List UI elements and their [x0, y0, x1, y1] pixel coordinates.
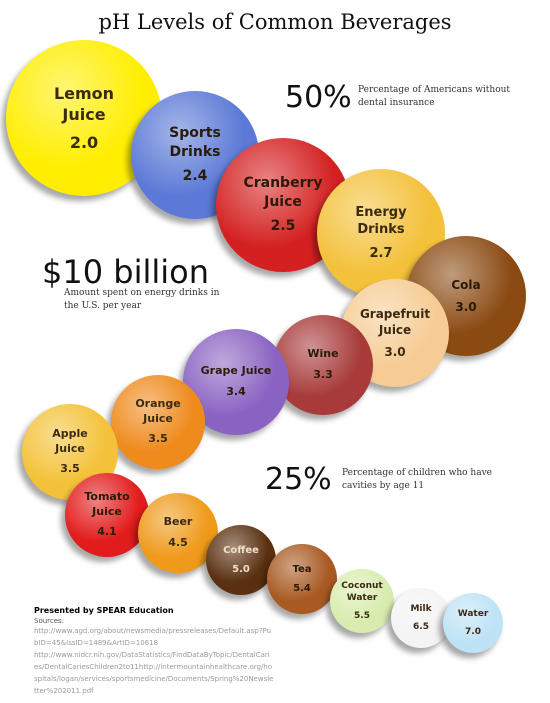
beverage-ph: 3.0	[384, 345, 406, 360]
beverage-name: Tomato	[84, 489, 130, 503]
beverage-ph: 5.5	[354, 611, 370, 622]
beverage-name: Cranberry	[243, 174, 323, 191]
beverage-ph: 2.0	[69, 132, 99, 152]
beverage-ph: 5.4	[293, 583, 311, 594]
beverage-name: Juice	[62, 105, 106, 125]
beverage-name: Apple	[52, 426, 88, 440]
beverage-bubble: Milk 6.5	[391, 588, 451, 648]
energy-stat-value: $10 billion	[42, 253, 209, 291]
sources-label: Sources:	[34, 617, 65, 625]
beverage-ph: 3.4	[226, 385, 246, 398]
beverage-name: Lemon	[53, 83, 115, 103]
beverage-name: Juice	[378, 322, 412, 337]
beverage-name: Drinks	[357, 222, 405, 238]
beverage-bubble: Tea 5.4	[267, 544, 337, 614]
beverage-bubble: Coffee 5.0	[206, 525, 276, 595]
beverage-name: Water	[346, 592, 378, 603]
beverage-ph: 3.5	[148, 432, 168, 446]
beverage-name: Juice	[92, 504, 122, 518]
beverage-ph: 7.0	[465, 627, 481, 637]
beverage-ph: 3.5	[60, 462, 80, 476]
dental-stat-desc: Percentage of Americans without dental i…	[358, 85, 511, 108]
presented-by: Presented by SPEAR Education	[34, 606, 174, 615]
beverage-ph: 2.5	[270, 218, 296, 235]
beverage-name: Sports	[169, 124, 221, 141]
beverage-ph: 6.5	[413, 622, 429, 632]
beverage-name: Milk	[410, 603, 432, 614]
beverage-name: Energy	[355, 204, 407, 220]
source-link[interactable]: http://www.agd.org/about/newsmedia/press…	[34, 627, 272, 647]
cavities-stat-desc: Percentage of children who have cavities…	[342, 468, 492, 491]
beverage-bubble: Tomato Juice 4.1	[65, 473, 149, 557]
beverage-name: Grape Juice	[200, 364, 272, 378]
beverage-ph: 4.5	[168, 536, 188, 549]
beverage-bubble: Wine 3.3	[273, 315, 373, 415]
beverage-name: Coffee	[223, 544, 259, 556]
beverage-ph: 3.3	[313, 368, 333, 381]
beverage-name: Water	[457, 608, 489, 619]
beverage-name: Cola	[451, 277, 481, 292]
beverage-name: Coconut	[341, 580, 383, 591]
cavities-stat-value: 25%	[265, 462, 332, 497]
beverage-name: Orange	[135, 396, 181, 410]
beverage-name: Drinks	[169, 143, 221, 160]
beverage-name: Juice	[55, 441, 85, 455]
beverage-bubble: Beer 4.5	[138, 493, 218, 573]
beverage-bubble: Water 7.0	[443, 593, 503, 653]
beverage-ph: 5.0	[232, 564, 250, 575]
beverage-ph: 3.0	[455, 300, 477, 314]
beverage-name: Juice	[143, 411, 173, 425]
beverage-name: Tea	[292, 563, 312, 575]
beverage-name: Wine	[307, 347, 339, 361]
beverage-name: Beer	[163, 515, 193, 529]
energy-stat-desc: Amount spent on energy drinks in the U.S…	[64, 288, 220, 311]
beverage-ph: 4.1	[97, 525, 117, 539]
beverage-ph: 2.4	[182, 168, 208, 185]
beverage-bubble: Orange Juice 3.5	[111, 375, 205, 469]
sources-block: Presented by SPEAR Education Sources: ht…	[34, 606, 274, 697]
beverage-name: Grapefruit	[359, 306, 431, 321]
beverage-bubble: Lemon Juice 2.0	[6, 40, 162, 196]
beverage-ph: 2.7	[369, 245, 393, 261]
source-link[interactable]: http://www.nidcr.nih.gov/DataStatistics/…	[34, 651, 274, 695]
dental-stat-value: 50%	[285, 80, 352, 115]
beverage-name: Juice	[264, 193, 302, 210]
beverage-bubble: Coconut Water 5.5	[330, 569, 394, 633]
page-title: pH Levels of Common Beverages	[98, 10, 452, 34]
beverage-bubble: Apple Juice 3.5	[22, 404, 118, 500]
